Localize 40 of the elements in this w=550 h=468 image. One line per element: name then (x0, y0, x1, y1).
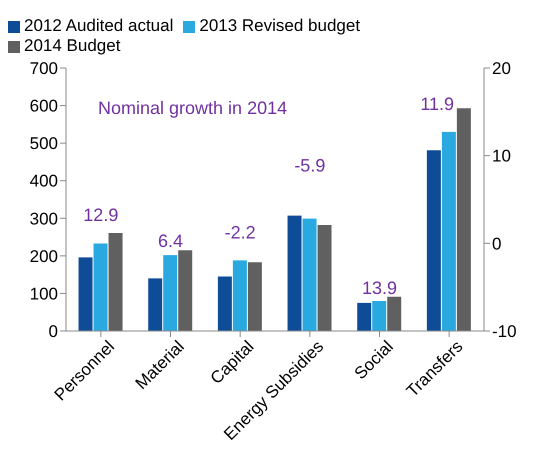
bar (148, 278, 162, 331)
y2-tick-label: 10 (492, 146, 511, 166)
bar (357, 302, 372, 331)
bar (94, 243, 108, 331)
y-tick-label: 400 (30, 172, 58, 191)
annotation: -5.9 (294, 156, 326, 176)
y2-tick-label: 0 (492, 234, 502, 254)
annotation: 13.9 (362, 278, 398, 298)
legend-label: 2013 Revised budget (199, 16, 360, 35)
bar (387, 296, 402, 331)
y2-tick-label: -10 (492, 322, 517, 342)
bar (232, 260, 247, 331)
bar (218, 276, 232, 331)
y-tick-label: 0 (48, 322, 58, 342)
annotation: Nominal growth in 2014 (98, 98, 288, 119)
annotation: 12.9 (83, 204, 118, 225)
bar (288, 216, 302, 331)
legend-label: 2012 Audited actual (24, 16, 174, 35)
bar (178, 250, 192, 331)
bar (442, 132, 456, 331)
y-tick-label: 600 (30, 96, 58, 116)
bar (163, 255, 178, 331)
bar (426, 150, 441, 331)
bar (78, 257, 93, 331)
legend-label: 2014 Budget (24, 36, 120, 55)
y-tick-label: 100 (30, 284, 58, 304)
bar (302, 218, 317, 331)
bar (372, 300, 386, 331)
bar (318, 225, 332, 331)
y-tick-label: 500 (30, 134, 58, 154)
annotation: 11.9 (420, 94, 454, 114)
annotation: 6.4 (158, 231, 184, 252)
bar (108, 232, 123, 331)
bar (248, 262, 262, 331)
y-tick-label: 200 (30, 246, 58, 266)
y-tick-label: 700 (30, 59, 58, 78)
y-tick-label: 300 (30, 209, 58, 228)
y2-tick-label: 20 (492, 59, 511, 78)
bar (456, 108, 471, 331)
annotation: -2.2 (224, 222, 256, 242)
